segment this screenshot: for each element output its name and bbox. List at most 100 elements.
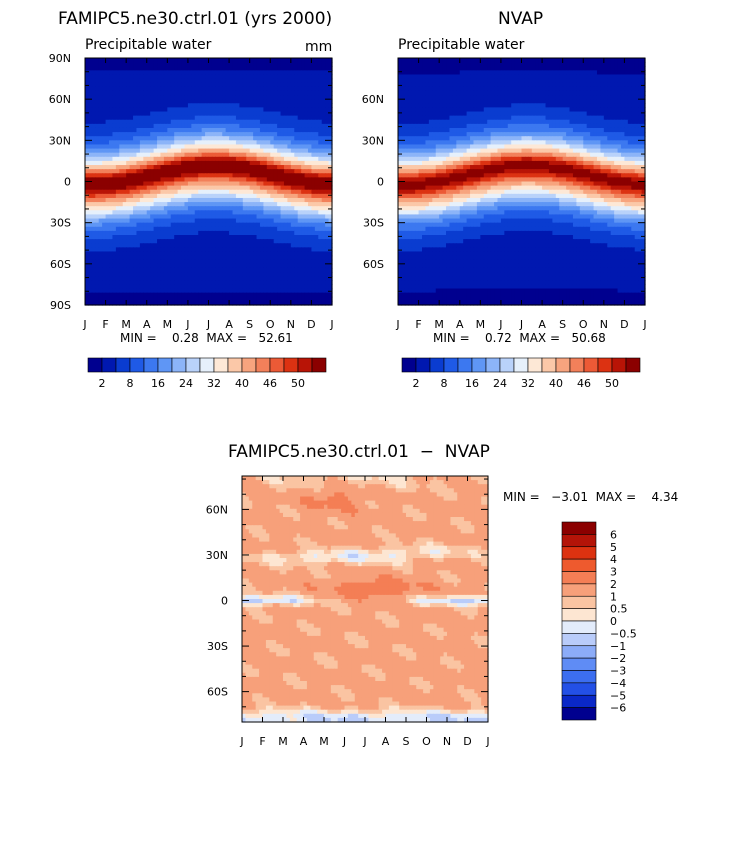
field-cell (249, 202, 254, 207)
field-cell (115, 214, 120, 220)
field-cell (301, 103, 306, 108)
field-cell (198, 99, 203, 104)
field-cell (256, 127, 261, 133)
field-cell (290, 214, 295, 220)
field-cell (119, 251, 124, 257)
field-cell (280, 197, 285, 203)
field-cell (524, 58, 529, 63)
field-cell (404, 74, 409, 80)
field-cell (229, 181, 234, 187)
field-cell (246, 127, 251, 133)
field-cell (290, 267, 295, 273)
field-cell (280, 156, 285, 162)
field-cell (259, 78, 264, 84)
colorbar-label: 16 (151, 377, 165, 390)
field-cell (321, 119, 326, 125)
field-cell (218, 189, 223, 195)
field-cell (191, 181, 196, 187)
field-cell (239, 103, 244, 108)
field-cell (325, 276, 330, 281)
field-cell (283, 123, 289, 129)
field-cell (181, 74, 186, 80)
field-cell (160, 86, 165, 92)
field-cell (280, 66, 285, 71)
field-cell (249, 78, 254, 84)
field-cell (85, 267, 90, 273)
field-cell (143, 70, 148, 76)
field-cell (307, 66, 313, 71)
field-cell (253, 197, 258, 203)
field-cell (242, 144, 247, 150)
field-cell (328, 251, 333, 257)
field-cell (321, 86, 326, 92)
field-cell (294, 152, 299, 158)
field-cell (222, 103, 227, 108)
field-cell (270, 206, 275, 211)
field-cell (259, 74, 264, 80)
field-cell (208, 235, 213, 240)
field-cell (198, 276, 203, 281)
field-cell (466, 58, 471, 63)
field-cell (266, 103, 271, 108)
field-cell (160, 197, 165, 203)
field-cell (105, 103, 110, 108)
field-cell (115, 230, 120, 236)
field-cell (181, 235, 186, 240)
field-cell (198, 111, 203, 117)
field-cell (122, 123, 127, 129)
field-cell (122, 70, 127, 76)
field-cell (133, 263, 138, 269)
field-cell (259, 173, 264, 178)
field-cell (198, 136, 203, 141)
field-cell (283, 58, 289, 63)
field-cell (112, 243, 117, 248)
field-cell (225, 284, 230, 290)
field-cell (242, 251, 247, 257)
field-cell (266, 214, 271, 220)
field-cell (307, 214, 313, 220)
field-cell (401, 70, 406, 76)
field-cell (201, 296, 206, 302)
field-cell (239, 239, 244, 244)
field-cell (242, 300, 247, 306)
field-cell (259, 206, 264, 211)
field-cell (167, 107, 172, 113)
field-cell (531, 78, 536, 84)
field-cell (229, 202, 234, 207)
field-cell (160, 148, 165, 154)
field-cell (205, 276, 210, 281)
field-cell (85, 115, 90, 121)
field-cell (452, 86, 457, 92)
panel-model-plot (84, 57, 333, 306)
field-cell (208, 259, 213, 265)
field-cell (201, 251, 206, 257)
field-cell (559, 74, 564, 80)
field-cell (638, 78, 643, 84)
field-cell (136, 123, 141, 129)
field-cell (266, 123, 271, 129)
field-cell (246, 90, 251, 96)
field-cell (215, 300, 220, 306)
field-cell (191, 193, 196, 199)
field-cell (122, 119, 127, 125)
field-cell (211, 202, 216, 207)
field-cell (208, 181, 213, 187)
field-cell (157, 127, 162, 133)
field-cell (321, 144, 326, 150)
field-cell (301, 296, 306, 302)
field-cell (600, 70, 605, 76)
field-cell (167, 165, 172, 170)
field-cell (211, 210, 216, 216)
field-cell (205, 127, 210, 133)
field-cell (287, 99, 292, 104)
field-cell (177, 107, 182, 113)
field-cell (249, 185, 254, 191)
field-cell (401, 78, 406, 84)
field-cell (307, 292, 313, 298)
field-cell (307, 218, 313, 224)
field-cell (105, 185, 110, 191)
field-cell (201, 284, 206, 290)
field-cell (283, 152, 289, 158)
field-cell (283, 263, 289, 269)
field-cell (439, 58, 444, 63)
